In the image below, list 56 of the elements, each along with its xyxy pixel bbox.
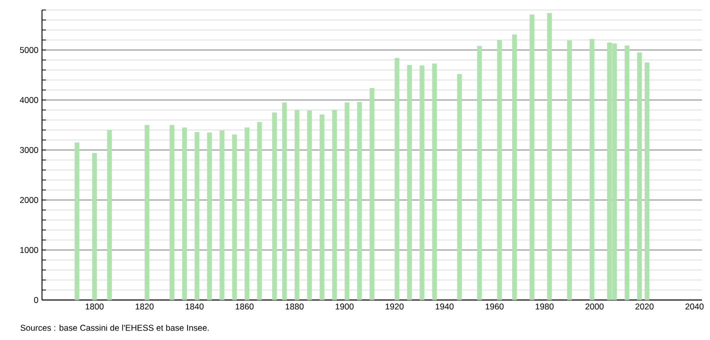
bar xyxy=(497,40,502,300)
x-tick-label: 1960 xyxy=(486,304,504,310)
x-tick-label: 1920 xyxy=(386,304,404,310)
x-tick-label: 1900 xyxy=(336,304,354,310)
bar xyxy=(194,132,200,300)
bar xyxy=(420,66,424,300)
bar xyxy=(394,58,400,300)
bar xyxy=(547,13,552,300)
x-tick-label: 2020 xyxy=(636,304,654,310)
bar xyxy=(232,134,237,300)
bar xyxy=(92,153,97,300)
y-tick-label: 3000 xyxy=(20,147,38,153)
bar xyxy=(332,110,337,300)
bar xyxy=(590,39,594,300)
x-tick-label: 2000 xyxy=(586,304,604,310)
bar xyxy=(107,130,112,300)
bar xyxy=(244,128,250,300)
x-tick-label: 1860 xyxy=(236,304,254,310)
y-tick-label: 4000 xyxy=(20,97,38,103)
bar xyxy=(512,34,517,300)
bar xyxy=(370,88,374,300)
bar xyxy=(170,125,174,300)
bar xyxy=(220,130,224,300)
bar xyxy=(624,46,630,300)
bar xyxy=(344,102,350,300)
y-tick-label: 5000 xyxy=(20,47,38,53)
x-tick-label: 1820 xyxy=(136,304,154,310)
x-tick-label: 1940 xyxy=(436,304,454,310)
x-tick-label: 2040 xyxy=(686,304,704,310)
x-tick-label: 1840 xyxy=(186,304,204,310)
bar xyxy=(294,110,300,300)
bar xyxy=(644,62,650,300)
bar xyxy=(182,128,187,300)
bar xyxy=(432,64,437,300)
y-tick-label: 0 xyxy=(34,297,38,303)
bar xyxy=(282,102,287,300)
bar xyxy=(144,125,150,300)
bar xyxy=(637,52,642,300)
bar xyxy=(74,142,80,300)
bar xyxy=(207,132,212,300)
x-tick-label: 1980 xyxy=(536,304,554,310)
source-note: Sources : base Cassini de l'EHESS et base Insee. xyxy=(20,324,209,331)
bar xyxy=(407,65,412,300)
y-tick-label: 2000 xyxy=(20,197,38,203)
bar xyxy=(272,112,277,300)
bar xyxy=(357,102,362,300)
bar xyxy=(320,114,324,300)
bar xyxy=(530,14,534,300)
bar xyxy=(307,110,312,300)
bar xyxy=(477,46,482,300)
bar xyxy=(567,40,572,300)
y-tick-label: 1000 xyxy=(20,247,38,253)
bar xyxy=(457,74,462,300)
x-tick-label: 1880 xyxy=(286,304,304,310)
x-tick-label: 1800 xyxy=(86,304,104,310)
bar xyxy=(257,122,262,300)
